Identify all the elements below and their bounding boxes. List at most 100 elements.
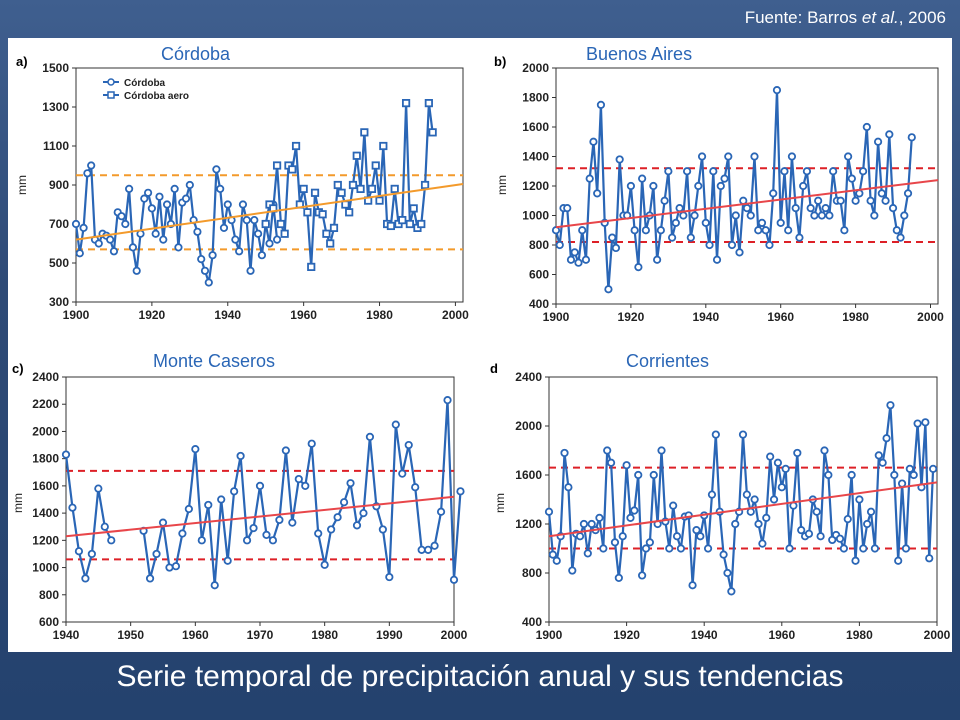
data-point [913, 419, 922, 428]
data-point [424, 99, 433, 108]
data-point [615, 155, 624, 164]
data-point [703, 544, 713, 553]
data-point [626, 513, 635, 522]
data-point [675, 204, 684, 213]
data-point [275, 515, 284, 525]
data-point [742, 490, 751, 499]
data-point [272, 235, 282, 244]
data-point [208, 251, 217, 260]
data-point [731, 211, 740, 220]
data-point [578, 226, 587, 235]
x-tick-label: 1900 [536, 628, 563, 642]
data-point [386, 221, 396, 231]
data-point [360, 128, 369, 137]
data-point [723, 568, 732, 578]
data-point [645, 538, 654, 547]
data-point [197, 536, 206, 545]
data-point [216, 184, 225, 193]
data-point [249, 523, 258, 533]
y-tick-label: 1400 [522, 150, 549, 164]
data-point [68, 503, 77, 512]
series-line [64, 400, 462, 586]
data-point [638, 174, 647, 183]
data-point [606, 458, 616, 467]
data-point [191, 445, 200, 454]
data-point [314, 529, 323, 538]
data-point [254, 229, 263, 238]
data-point [341, 200, 350, 209]
data-point [787, 152, 797, 161]
data-point [776, 218, 785, 227]
data-point [785, 544, 794, 553]
data-point [665, 544, 674, 553]
data-point [772, 86, 782, 95]
data-point [185, 180, 194, 190]
data-point [87, 549, 96, 559]
data-point [844, 152, 853, 161]
data-point [810, 211, 819, 220]
data-point [143, 188, 153, 197]
data-point [193, 227, 202, 236]
data-point [589, 137, 598, 146]
data-point [322, 229, 331, 238]
data-point [87, 161, 96, 170]
panel-monte-caseros: Monte Caseros c) mm 600 800 1000 1200 1400 1600 1… [8, 343, 478, 652]
data-point [791, 204, 800, 213]
data-point [716, 181, 725, 191]
data-point [638, 571, 647, 580]
data-point [583, 549, 592, 558]
plot-frame [555, 67, 939, 305]
x-tick-label: 1980 [842, 310, 869, 324]
data-point [682, 167, 692, 176]
data-point [436, 507, 446, 516]
source-prefix: Fuente: Barros [744, 8, 862, 27]
data-point [882, 434, 891, 443]
data-point [140, 194, 149, 203]
y-tick-label: 600 [529, 268, 549, 282]
data-point [814, 196, 823, 205]
data-point [599, 544, 608, 553]
data-point [870, 211, 879, 220]
data-point [132, 266, 141, 275]
data-point [178, 529, 187, 538]
data-point [890, 470, 899, 480]
data-point [420, 180, 430, 190]
y-axis-label: mm [15, 175, 29, 195]
data-point [385, 572, 394, 582]
data-point [288, 165, 297, 174]
data-point [614, 573, 623, 582]
y-tick-label: 1100 [43, 139, 69, 153]
data-point [896, 233, 905, 242]
data-point [847, 470, 856, 480]
data-point [276, 219, 285, 229]
y-tick-label: 1200 [522, 179, 549, 193]
data-point [162, 200, 172, 209]
data-point [155, 192, 164, 201]
data-point [692, 526, 701, 535]
data-point [701, 218, 710, 227]
x-tick-label: 1900 [63, 308, 90, 322]
data-point [261, 219, 270, 229]
y-tick-label: 2000 [32, 424, 59, 438]
data-point [560, 448, 569, 458]
data-point [378, 525, 387, 534]
data-point [711, 430, 720, 439]
data-point [707, 490, 717, 499]
data-point [855, 189, 864, 198]
panel-letter: c) [12, 361, 24, 376]
y-tick-label: 1600 [515, 468, 542, 482]
data-point [272, 161, 282, 170]
data-point [866, 196, 875, 205]
data-point [184, 504, 193, 514]
plot-frame [548, 376, 938, 623]
data-point [610, 538, 620, 547]
chart-corrientes: Corrientes d mm 400 800 1200 1600 2000 2400 1900 1… [490, 351, 951, 642]
data-point [219, 223, 229, 232]
data-point [781, 464, 790, 473]
data-point [649, 181, 658, 191]
y-tick-label: 1300 [42, 100, 69, 114]
data-point [301, 481, 310, 490]
x-tick-label: 1900 [543, 310, 570, 324]
data-point [165, 563, 174, 572]
y-tick-label: 1400 [32, 506, 59, 520]
